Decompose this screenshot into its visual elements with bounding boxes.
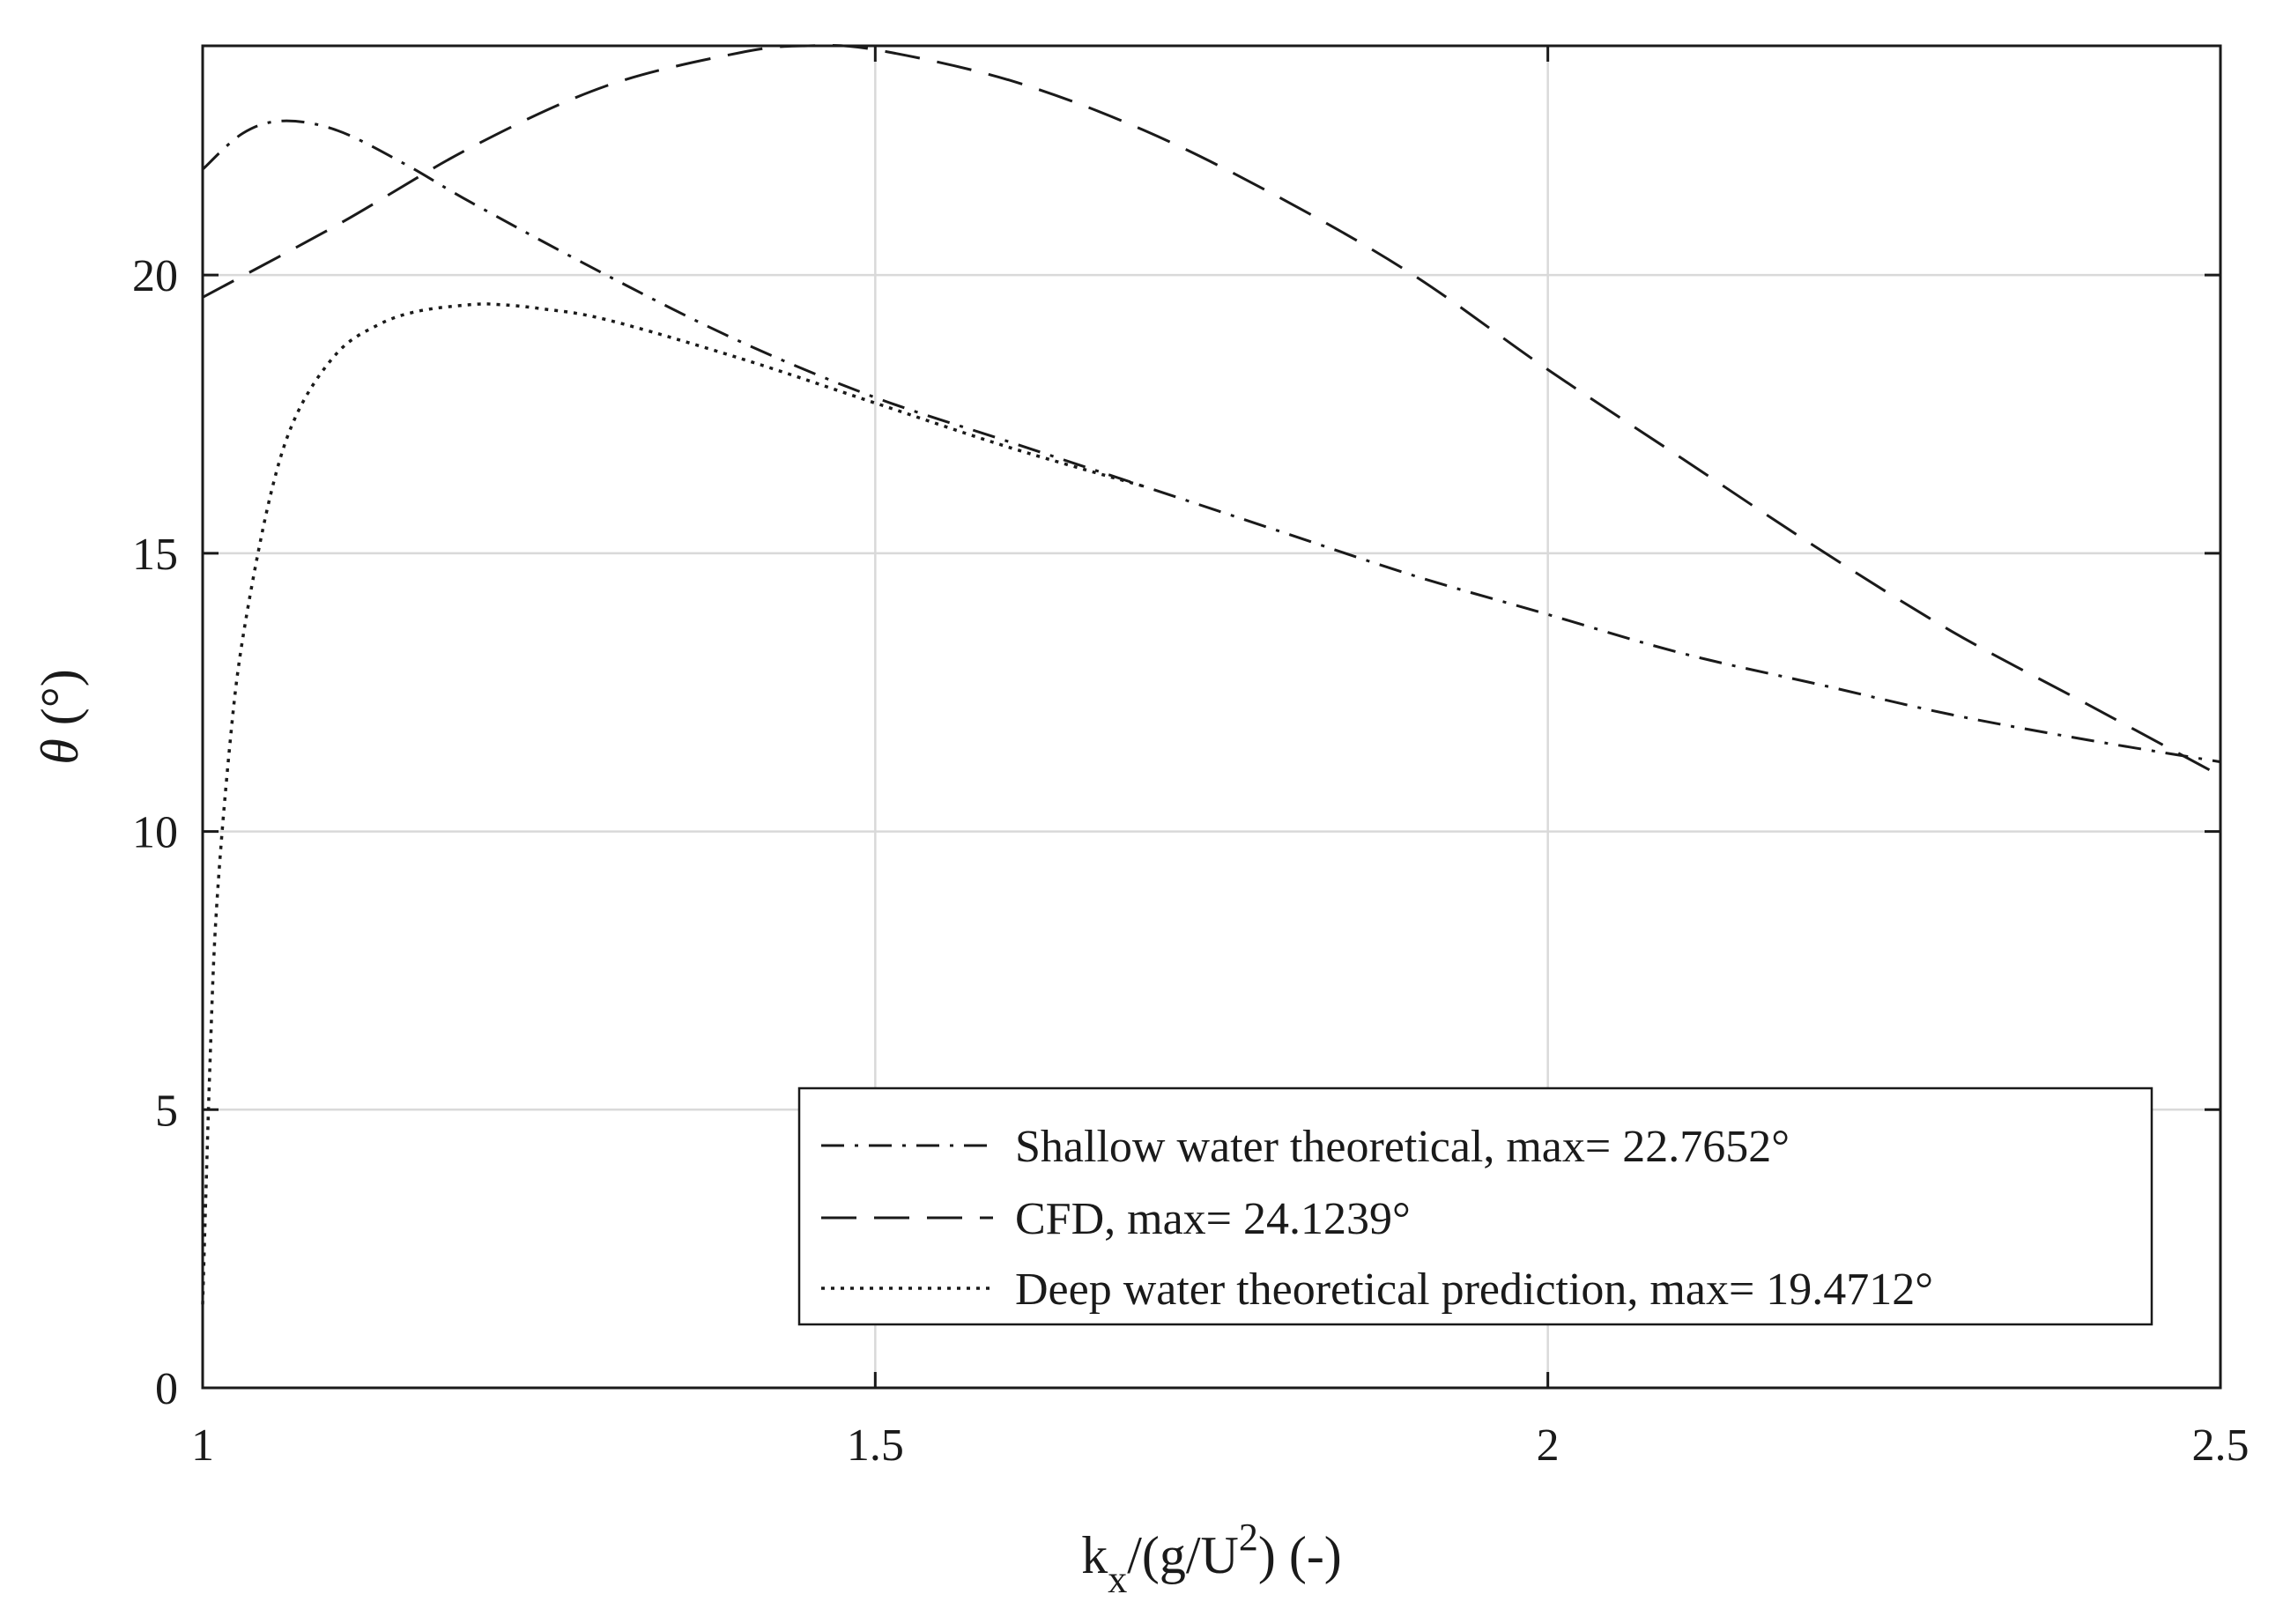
series-deep-water bbox=[201, 302, 1145, 1305]
tick-layer: 1 1.5 2 2.5 0 5 10 15 20 bbox=[132, 46, 2250, 1471]
legend-entries: Shallow water theoretical, max= 22.7652°… bbox=[821, 1122, 1933, 1315]
legend-box bbox=[797, 1086, 2153, 1326]
series-cfd bbox=[202, 43, 2221, 777]
x-tick-label: 2 bbox=[1537, 1420, 1560, 1471]
x-tick-label: 1 bbox=[191, 1420, 214, 1471]
x-tick-label: 1.5 bbox=[847, 1420, 904, 1471]
series-shallow-water bbox=[201, 119, 2221, 764]
legend-label: CFD, max= 24.1239° bbox=[1015, 1194, 1411, 1244]
legend: Shallow water theoretical, max= 22.7652°… bbox=[797, 1086, 2153, 1326]
y-tick-label: 10 bbox=[132, 808, 178, 858]
legend-label: Shallow water theoretical, max= 22.7652° bbox=[1015, 1122, 1790, 1172]
y-axis-title: θ (°) bbox=[31, 669, 89, 764]
y-tick-label: 20 bbox=[132, 251, 178, 301]
legend-label: Deep water theoretical prediction, max= … bbox=[1015, 1264, 1933, 1315]
y-tick-label: 0 bbox=[155, 1364, 178, 1414]
plot-frame bbox=[201, 44, 2222, 1390]
x-tick-label: 2.5 bbox=[2192, 1420, 2250, 1471]
y-tick-label: 5 bbox=[155, 1086, 178, 1136]
x-axis-title: kx/(g/U2) (-) bbox=[1081, 1516, 1342, 1601]
y-tick-label: 15 bbox=[132, 530, 178, 580]
series-layer bbox=[201, 43, 2221, 1305]
